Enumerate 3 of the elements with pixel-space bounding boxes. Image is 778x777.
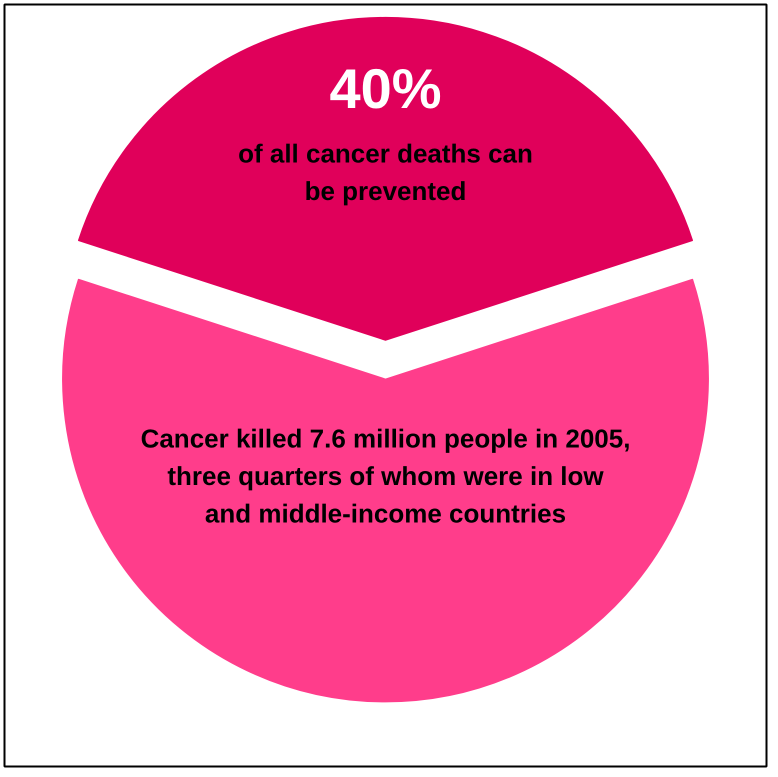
slice-label: Cancer killed 7.6 million people in 2005, three quarters of whom were in low and middle-income countries	[140, 423, 630, 528]
data-label: 40%	[329, 56, 442, 120]
slice-label: of all cancer deaths can be prevented	[238, 138, 533, 206]
